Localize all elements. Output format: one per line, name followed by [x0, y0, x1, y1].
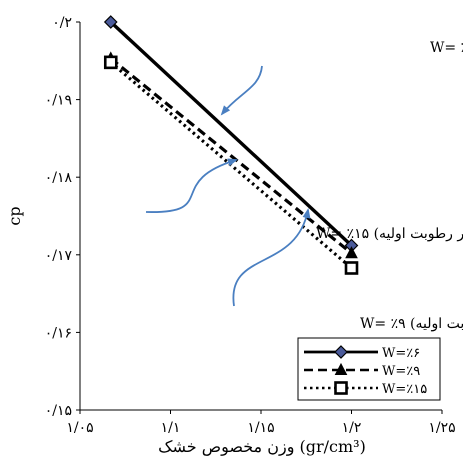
annotation-w6-arrow [220, 65, 263, 116]
marker-triangle-legend [334, 362, 348, 375]
annotation-w9: (مقدار رطوبت اولیه) W= ٪۹ [232, 208, 463, 332]
x-axis-title: (gr/cm³) وزن مخصوص خشک [158, 437, 366, 456]
legend-items: W=٪۶ W=٪۹ W=٪۱۵ [304, 345, 427, 397]
y-tick-label: ۰/۲ [52, 15, 72, 31]
series-line-2 [109, 57, 353, 255]
legend-label-3: W=٪۱۵ [382, 382, 427, 397]
annotation-w6-label: (مقدار رطوبت اولیه) W= ٪۶ [430, 40, 463, 56]
y-axis-title: cp [5, 206, 24, 225]
annotation-w9-arrow [232, 208, 311, 307]
legend-label-2: W=٪۹ [382, 364, 420, 379]
marker-diamond-point [103, 15, 118, 29]
y-tick-label: ۰/۱۶ [45, 325, 72, 341]
x-tick-label: ۱/۱ [161, 420, 181, 436]
marker-square-point [103, 55, 118, 70]
annotation-w15-arrow [145, 158, 238, 213]
y-tick-label: ۰/۱۷ [45, 248, 73, 264]
x-tick-label: ۱/۱۵ [247, 420, 274, 436]
annotation-w9-label: (مقدار رطوبت اولیه) W= ٪۹ [360, 316, 463, 332]
legend-label-1: W=٪۶ [382, 346, 420, 361]
y-tick-label: ۰/۱۸ [45, 170, 73, 186]
annotation-w15: (مقدار رطوبت اولیه) W= ٪۱۵ [145, 158, 463, 242]
y-ticks: ۰/۱۵ ۰/۱۶ ۰/۱۷ ۰/۱۸ ۰/۱۹ ۰/۲ [45, 15, 80, 419]
marker-square-point [344, 261, 359, 275]
marker-square-legend [334, 381, 348, 395]
y-tick-label: ۰/۱۵ [45, 403, 72, 419]
series-line-1 [109, 20, 353, 247]
marker-diamond-legend [334, 345, 348, 359]
annotation-w15-label: (مقدار رطوبت اولیه) W= ٪۱۵ [316, 226, 463, 242]
x-ticks: ۱/۰۵ ۱/۱ ۱/۱۵ ۱/۲ ۱/۲۵ [66, 410, 456, 436]
y-tick-label: ۰/۱۹ [45, 93, 72, 109]
x-tick-label: ۱/۲ [342, 420, 362, 436]
x-tick-label: ۱/۲۵ [428, 420, 455, 436]
x-tick-label: ۱/۰۵ [66, 420, 93, 436]
series-markers [103, 15, 359, 275]
marker-triangle-point [345, 246, 358, 259]
annotation-w6: (مقدار رطوبت اولیه) W= ٪۶ [220, 40, 463, 116]
legend: W=٪۶ W=٪۹ W=٪۱۵ [297, 337, 441, 401]
